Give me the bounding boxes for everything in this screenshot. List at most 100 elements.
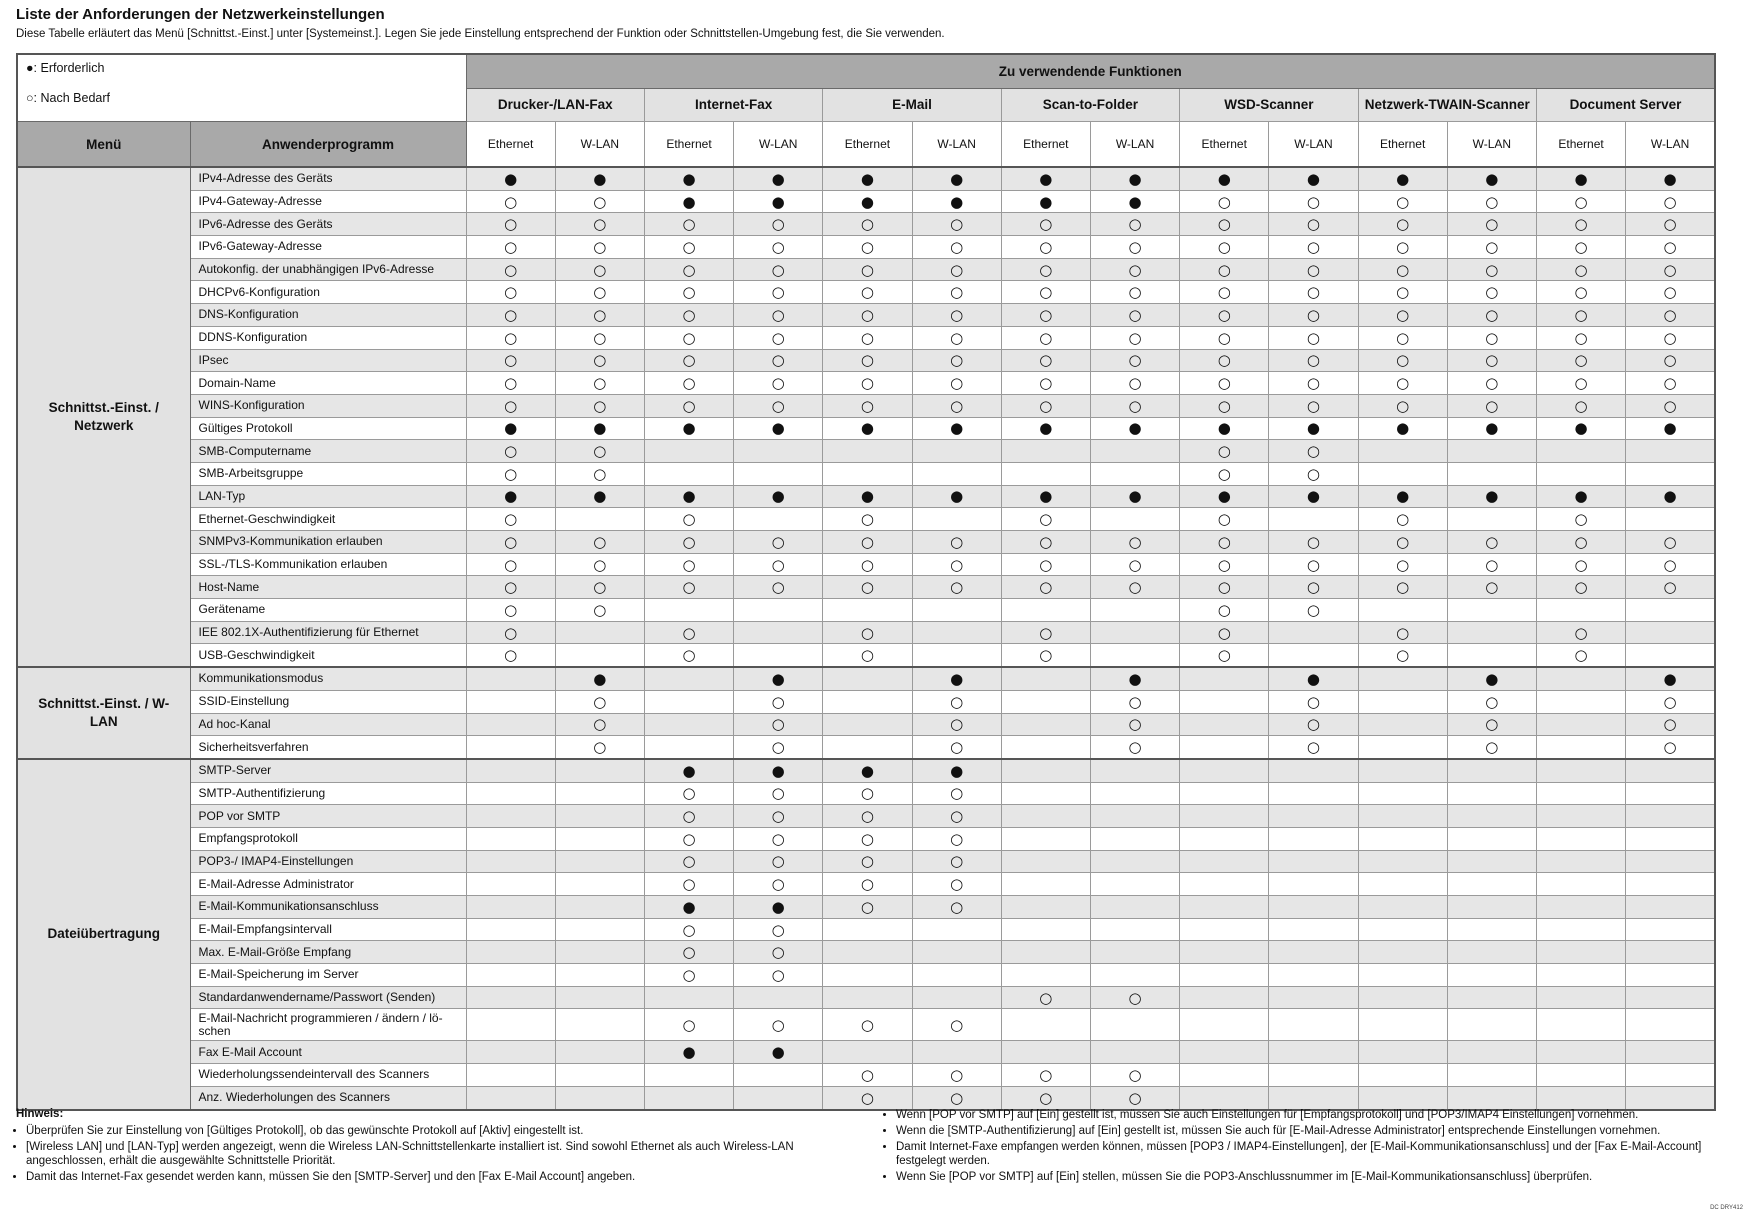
requirement-symbol: ● [1625,416,1716,441]
empty-cell [1357,757,1448,783]
empty-cell [733,507,824,531]
empty-cell [1535,666,1627,691]
requirement-symbol: ● [733,416,824,441]
empty-cell [1625,1040,1716,1065]
requirement-symbol: ● [911,416,1002,441]
empty-cell [1179,963,1270,987]
requirement-symbol: ○ [733,371,824,395]
requirement-symbol: ○ [1268,552,1359,577]
empty-cell [1357,712,1448,737]
requirement-symbol: ○ [1535,280,1627,305]
empty-cell [1268,507,1359,531]
legend: ●: Erforderlich ○: Nach Bedarf [17,54,467,122]
interface-header: W-LAN [1268,121,1359,168]
requirement-symbol: ○ [643,963,735,987]
table-row: SMB-Computername ○ ○ ○ ○ [17,439,1716,463]
empty-cell [643,689,735,714]
empty-cell [1268,895,1359,919]
requirement-symbol: ● [911,757,1002,783]
empty-cell [1089,620,1181,645]
empty-cell [822,598,913,622]
empty-cell [1625,507,1716,531]
interface-header: W-LAN [1089,121,1181,168]
requirement-symbol: ○ [1357,235,1448,259]
requirement-symbol: ○ [1535,530,1627,554]
empty-cell [465,666,556,691]
requirement-symbol: ○ [1089,735,1181,760]
empty-cell [554,826,645,851]
requirement-symbol: ○ [1357,257,1448,282]
empty-cell [1179,985,1270,1010]
empty-cell [554,1063,645,1087]
empty-cell [911,963,1002,987]
empty-cell [1268,781,1359,806]
requirement-symbol: ○ [643,235,735,259]
requirement-symbol: ○ [911,530,1002,554]
requirement-symbol: ● [1625,165,1716,191]
setting-label: SSL-/TLS-Kommunikation erlauben [189,552,467,577]
notes: Hinweis: Überprüfen Sie zur Einstellung … [16,1108,1716,1183]
requirement-symbol: ○ [1625,257,1716,282]
empty-cell [911,507,1002,531]
requirement-symbol: ○ [1625,530,1716,554]
requirement-symbol: ○ [643,849,735,874]
requirement-symbol: ○ [1535,575,1627,600]
table-row: SMB-Arbeitsgruppe ○ ○ ○ ○ [17,461,1716,486]
setting-label: Fax E-Mail Account [189,1040,467,1065]
requirement-symbol: ○ [911,371,1002,395]
requirement-symbol: ○ [554,303,645,327]
requirement-symbol: ○ [643,393,735,418]
requirement-symbol: ○ [1089,348,1181,373]
requirement-symbol: ○ [643,575,735,600]
empty-cell [1535,689,1627,714]
requirement-symbol: ○ [1357,189,1448,214]
empty-cell [1179,917,1270,942]
requirement-symbol: ○ [1268,598,1359,622]
empty-cell [1089,940,1181,965]
empty-cell [1446,620,1537,645]
empty-cell [554,963,645,987]
empty-cell [1179,735,1270,760]
requirement-symbol: ○ [465,371,556,395]
empty-cell [1000,781,1091,806]
requirement-symbol: ○ [1179,371,1270,395]
requirement-symbol: ○ [554,530,645,554]
empty-cell [643,735,735,760]
requirement-symbol: ○ [1000,507,1091,531]
requirement-symbol: ○ [643,620,735,645]
requirement-symbol: ○ [822,1085,913,1111]
requirement-symbol: ○ [911,804,1002,828]
requirement-symbol: ○ [733,257,824,282]
requirement-symbol: ○ [1625,552,1716,577]
empty-cell [1357,781,1448,806]
setting-label: DDNS-Konfiguration [189,325,467,350]
requirement-symbol: ○ [643,303,735,327]
table-row: POP3-/ IMAP4-Einstellungen ○ ○ ○ ○ [17,849,1716,874]
note-list: Überprüfen Sie zur Einstellung von [Gült… [16,1124,856,1184]
empty-cell [1357,872,1448,896]
requirement-symbol: ● [1357,484,1448,509]
empty-cell [1535,826,1627,851]
requirement-symbol: ○ [822,552,913,577]
requirement-symbol: ● [643,484,735,509]
empty-cell [1000,712,1091,737]
menu-cell: Schnittst.-Einst. / W-LAN [16,666,191,760]
function-header: WSD-Scanner [1179,87,1359,123]
requirement-symbol: ○ [1446,371,1537,395]
setting-label: LAN-Typ [189,484,467,509]
empty-cell [643,461,735,486]
empty-cell [822,940,913,965]
empty-cell [465,963,556,987]
setting-label: DHCPv6-Konfiguration [189,280,467,305]
requirement-symbol: ○ [554,712,645,737]
empty-cell [1000,804,1091,828]
empty-cell [1268,1063,1359,1087]
requirement-symbol: ○ [1357,552,1448,577]
requirement-symbol: ○ [554,689,645,714]
requirement-symbol: ○ [1179,280,1270,305]
requirement-symbol: ○ [822,643,913,668]
empty-cell [1446,1063,1537,1087]
requirement-symbol: ○ [554,371,645,395]
requirement-symbol: ○ [911,235,1002,259]
